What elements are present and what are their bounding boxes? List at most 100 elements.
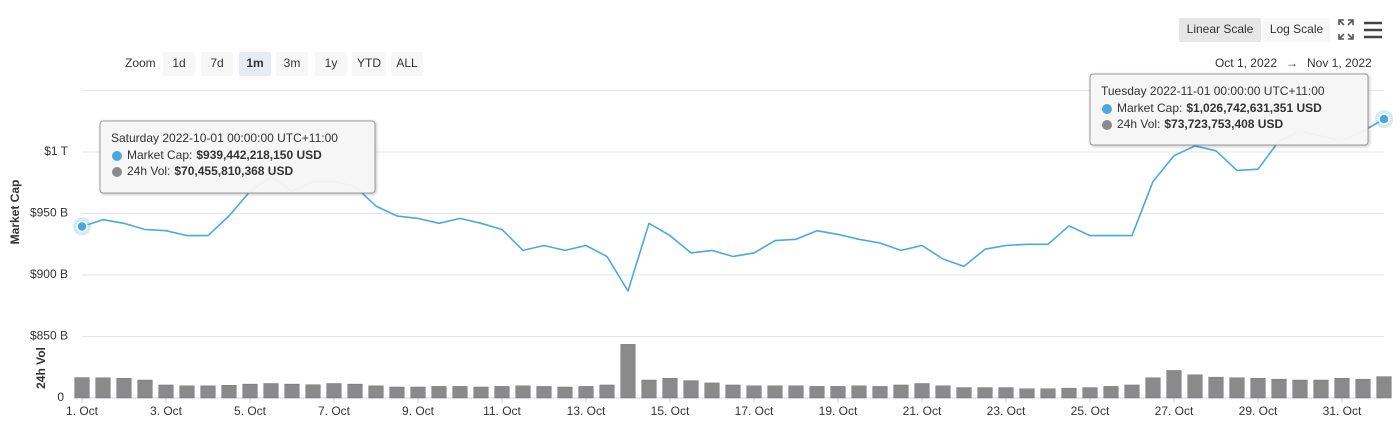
scale-button[interactable]: Linear Scale [1179, 18, 1261, 42]
volume-bar [326, 383, 342, 399]
tooltip-value: $939,442,218,150 USD [196, 148, 322, 162]
tooltip-row: 24h Vol: $73,723,753,408 USD [1117, 117, 1283, 131]
x-tick-label: 3. Oct [150, 404, 183, 418]
x-tick-label: 5. Oct [234, 404, 267, 418]
volume-bar [977, 387, 993, 399]
zoom-button-bg[interactable] [352, 52, 386, 76]
tooltip-date: Tuesday 2022-11-01 00:00:00 UTC+11:00 [1101, 84, 1325, 98]
volume-bar [935, 385, 951, 399]
zoom-button-label[interactable]: 7d [210, 56, 223, 70]
zoom-button[interactable]: 7d [201, 52, 233, 76]
volume-bar [746, 385, 762, 399]
x-tick-label: 23. Oct [987, 404, 1026, 418]
volume-bar [242, 383, 258, 399]
zoom-button-label[interactable]: 1y [325, 56, 338, 70]
volume-bar [704, 382, 720, 399]
tooltip-dot [112, 167, 122, 177]
volume-bar [830, 386, 846, 399]
menu-icon[interactable] [1364, 21, 1382, 39]
tooltip-value: $1,026,742,631,351 USD [1186, 101, 1322, 115]
volume-bar [452, 386, 468, 399]
volume-bar [116, 378, 132, 399]
scale-button-bg[interactable] [1179, 18, 1261, 42]
x-tick-label: 31. Oct [1323, 404, 1362, 418]
volume-bar [347, 383, 363, 399]
zoom-button-bg[interactable] [315, 52, 347, 76]
volume-bar [1187, 374, 1203, 399]
tooltip-value: $70,455,810,368 USD [174, 164, 293, 178]
tooltip-label: 24h Vol: [127, 164, 170, 178]
x-tick-label: 1. Oct [66, 404, 99, 418]
zoom-button-bg[interactable] [201, 52, 233, 76]
scale-button[interactable]: Log Scale [1263, 18, 1330, 42]
volume-bar [494, 386, 510, 399]
volume-bar [809, 386, 825, 399]
volume-bar [599, 384, 615, 399]
volume-bar [1376, 376, 1392, 399]
zoom-button[interactable]: 1y [315, 52, 347, 76]
zoom-button-bg[interactable] [391, 52, 423, 76]
zoom-button-label[interactable]: YTD [357, 56, 381, 70]
zoom-button-bg[interactable] [239, 52, 271, 76]
tooltip-row: Market Cap: $939,442,218,150 USD [127, 148, 322, 162]
volume-bar [179, 385, 195, 399]
volume-bar [368, 385, 384, 399]
volume-bar [914, 383, 930, 399]
volume-bar [1313, 379, 1329, 399]
zoom-button[interactable]: 3m [276, 52, 308, 76]
hover-point [76, 220, 88, 233]
scale-button-label[interactable]: Log Scale [1270, 22, 1324, 36]
volume-bar [1292, 379, 1308, 399]
volume-bar [998, 387, 1014, 399]
zoom-button[interactable]: 1m [239, 52, 271, 76]
y2-axis-title: 24h Vol [34, 347, 48, 389]
zoom-button-bg[interactable] [163, 52, 195, 76]
volume-bar [1145, 377, 1161, 399]
x-tick-label: 15. Oct [651, 404, 690, 418]
volume-bar [1208, 376, 1224, 399]
volume-bar [305, 384, 321, 399]
tooltip-dot [1102, 120, 1112, 130]
x-tick-label: 9. Oct [402, 404, 435, 418]
volume-bar [158, 384, 174, 399]
scale-button-label[interactable]: Linear Scale [1187, 22, 1254, 36]
volume-bar [683, 380, 699, 399]
scale-button-bg[interactable] [1263, 18, 1330, 42]
zoom-button-label[interactable]: 1m [246, 56, 263, 70]
zoom-button[interactable]: 1d [163, 52, 195, 76]
zoom-button-label[interactable]: 3m [284, 56, 301, 70]
volume-bar [893, 384, 909, 399]
zoom-button-bg[interactable] [276, 52, 308, 76]
zoom-button[interactable]: ALL [391, 52, 423, 76]
x-tick-label: 27. Oct [1155, 404, 1194, 418]
volume-bar [788, 385, 804, 399]
volume-bar [137, 379, 153, 399]
zoom-button[interactable]: YTD [352, 52, 386, 76]
volume-bar [74, 377, 90, 399]
x-tick-label: 19. Oct [819, 404, 858, 418]
volume-bar [851, 385, 867, 399]
volume-bar [1271, 378, 1287, 399]
y-tick-label: $1 T [44, 144, 68, 158]
volume-bar [641, 379, 657, 399]
volume-bar [557, 386, 573, 399]
x-tick-label: 13. Oct [567, 404, 606, 418]
zoom-button-label[interactable]: ALL [396, 56, 418, 70]
tooltip-row: Market Cap: $1,026,742,631,351 USD [1117, 101, 1322, 115]
fullscreen-icon[interactable] [1338, 19, 1354, 40]
x-tick-label: 25. Oct [1071, 404, 1110, 418]
date-to[interactable]: Nov 1, 2022 [1307, 56, 1372, 70]
volume-bar [1250, 378, 1266, 399]
volume-bar [389, 386, 405, 399]
volume-bar [1334, 378, 1350, 399]
x-tick-label: 11. Oct [483, 404, 521, 418]
y-axis-title: Market Cap [8, 180, 22, 245]
volume-bar [200, 385, 216, 399]
tooltip: Tuesday 2022-11-01 00:00:00 UTC+11:00 Mar… [1089, 73, 1369, 146]
date-from[interactable]: Oct 1, 2022 [1215, 56, 1277, 70]
x-tick-label: 29. Oct [1239, 404, 1278, 418]
x-tick-label: 21. Oct [903, 404, 942, 418]
volume-bar [578, 386, 594, 399]
zoom-button-label[interactable]: 1d [172, 56, 185, 70]
